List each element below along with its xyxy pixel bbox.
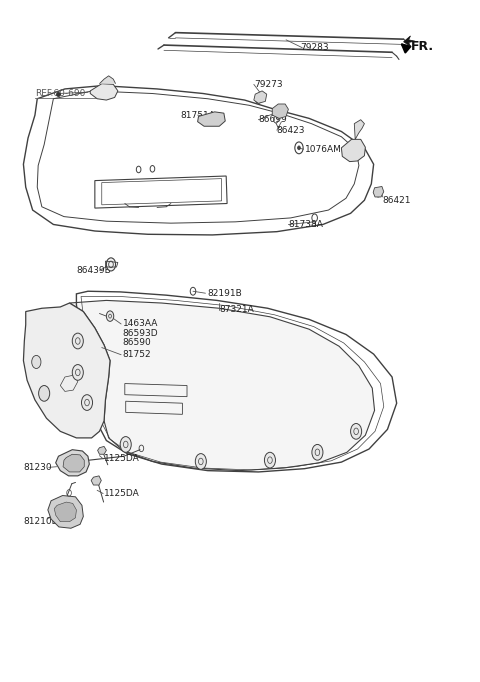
Circle shape <box>312 445 323 460</box>
Polygon shape <box>341 139 365 162</box>
Text: FR.: FR. <box>410 40 433 53</box>
Text: 86699: 86699 <box>258 115 287 124</box>
Polygon shape <box>24 303 110 438</box>
Polygon shape <box>91 476 101 485</box>
Circle shape <box>107 311 114 321</box>
Circle shape <box>32 355 41 368</box>
Text: 86590: 86590 <box>122 338 151 347</box>
Polygon shape <box>354 120 364 139</box>
Text: 81210B: 81210B <box>24 516 58 526</box>
Circle shape <box>82 395 93 411</box>
Text: 1463AA: 1463AA <box>122 319 158 329</box>
Polygon shape <box>373 186 384 197</box>
Polygon shape <box>99 76 116 84</box>
Polygon shape <box>404 36 415 46</box>
Circle shape <box>264 452 276 468</box>
Text: 86423: 86423 <box>277 125 305 134</box>
Polygon shape <box>198 112 225 126</box>
Polygon shape <box>63 454 84 472</box>
Text: 86421: 86421 <box>383 196 411 205</box>
Circle shape <box>350 424 361 439</box>
Circle shape <box>298 146 300 150</box>
Text: 86593D: 86593D <box>122 329 158 338</box>
Polygon shape <box>90 84 118 100</box>
Circle shape <box>107 258 116 271</box>
Text: 79273: 79273 <box>254 80 282 89</box>
Polygon shape <box>272 104 288 119</box>
Polygon shape <box>56 449 89 476</box>
Polygon shape <box>97 447 107 454</box>
Text: 82191B: 82191B <box>208 288 242 298</box>
Text: 1125DA: 1125DA <box>104 489 140 498</box>
Text: 87321A: 87321A <box>219 305 254 314</box>
Polygon shape <box>54 502 76 522</box>
Text: 81752: 81752 <box>122 351 151 359</box>
Polygon shape <box>48 496 84 529</box>
Text: 81230: 81230 <box>24 463 52 472</box>
Text: 81738A: 81738A <box>288 220 323 229</box>
Circle shape <box>72 365 84 381</box>
Text: 1076AM: 1076AM <box>304 145 341 153</box>
Text: 86439B: 86439B <box>76 266 111 275</box>
Circle shape <box>38 385 50 401</box>
Polygon shape <box>24 86 373 235</box>
Circle shape <box>72 333 84 349</box>
Circle shape <box>195 454 206 469</box>
Polygon shape <box>254 91 267 104</box>
Text: REF.60-690: REF.60-690 <box>35 89 85 98</box>
Text: 1125DA: 1125DA <box>104 454 140 463</box>
Text: 79283: 79283 <box>300 43 328 53</box>
Text: 81751A: 81751A <box>180 110 215 119</box>
Circle shape <box>120 436 131 452</box>
Polygon shape <box>70 300 374 471</box>
